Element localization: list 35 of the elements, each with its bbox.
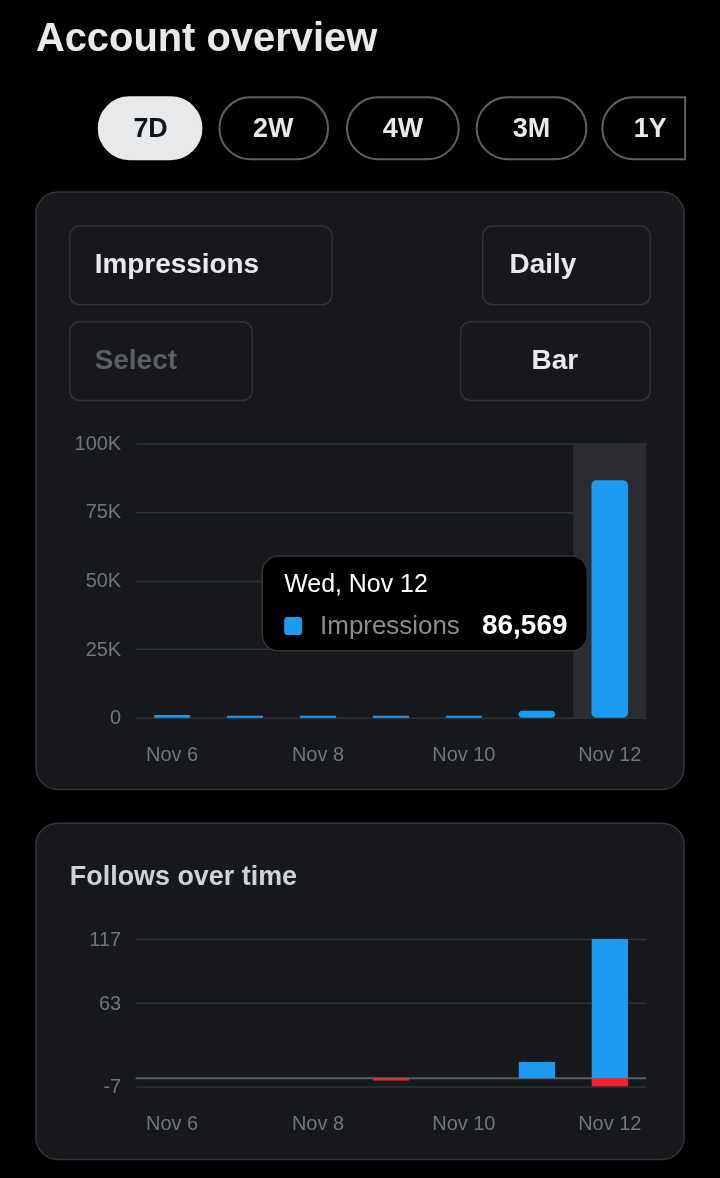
bar [153,714,191,718]
text: Bar [531,344,579,376]
annotation: Wed, Nov 12 [284,569,428,597]
y-tick-label: 50K [85,569,122,592]
text: 4W [382,113,424,144]
text: Select [94,344,177,376]
x-tick-label: Nov 12 [578,743,642,766]
bar [591,1078,628,1087]
bar [591,939,628,1079]
y-tick-label: 25K [85,637,122,660]
x-tick-label: Nov 8 [291,743,345,766]
bar [518,1061,556,1079]
y-tick-label: 0 [110,706,122,729]
y-tick-label: 100K [74,431,122,454]
y-tick-label: 75K [85,500,122,523]
y-tick-label: 63 [98,991,122,1014]
y-tick-label: -7 [103,1075,122,1098]
text: 2W [253,113,295,144]
legend-label: Impressions [320,610,460,639]
x-tick-label: Nov 10 [432,743,496,766]
bar [518,710,556,718]
text: 3M [512,113,551,144]
text: Daily [509,248,577,280]
text: 7D [133,113,168,144]
text: 1Y [633,113,667,144]
x-tick-label: Nov 8 [291,1112,345,1134]
x-tick-label: Nov 10 [432,1112,496,1134]
x-tick-label: Nov 6 [146,1112,199,1134]
text: Impressions [94,248,260,280]
text: Account overview [35,14,379,59]
annotation: 86,569 [482,608,568,640]
y-tick-label: 117 [89,927,122,950]
chart-title: Follows over time [69,861,298,892]
x-tick-label: Nov 12 [578,1112,642,1134]
x-tick-label: Nov 6 [146,743,199,766]
